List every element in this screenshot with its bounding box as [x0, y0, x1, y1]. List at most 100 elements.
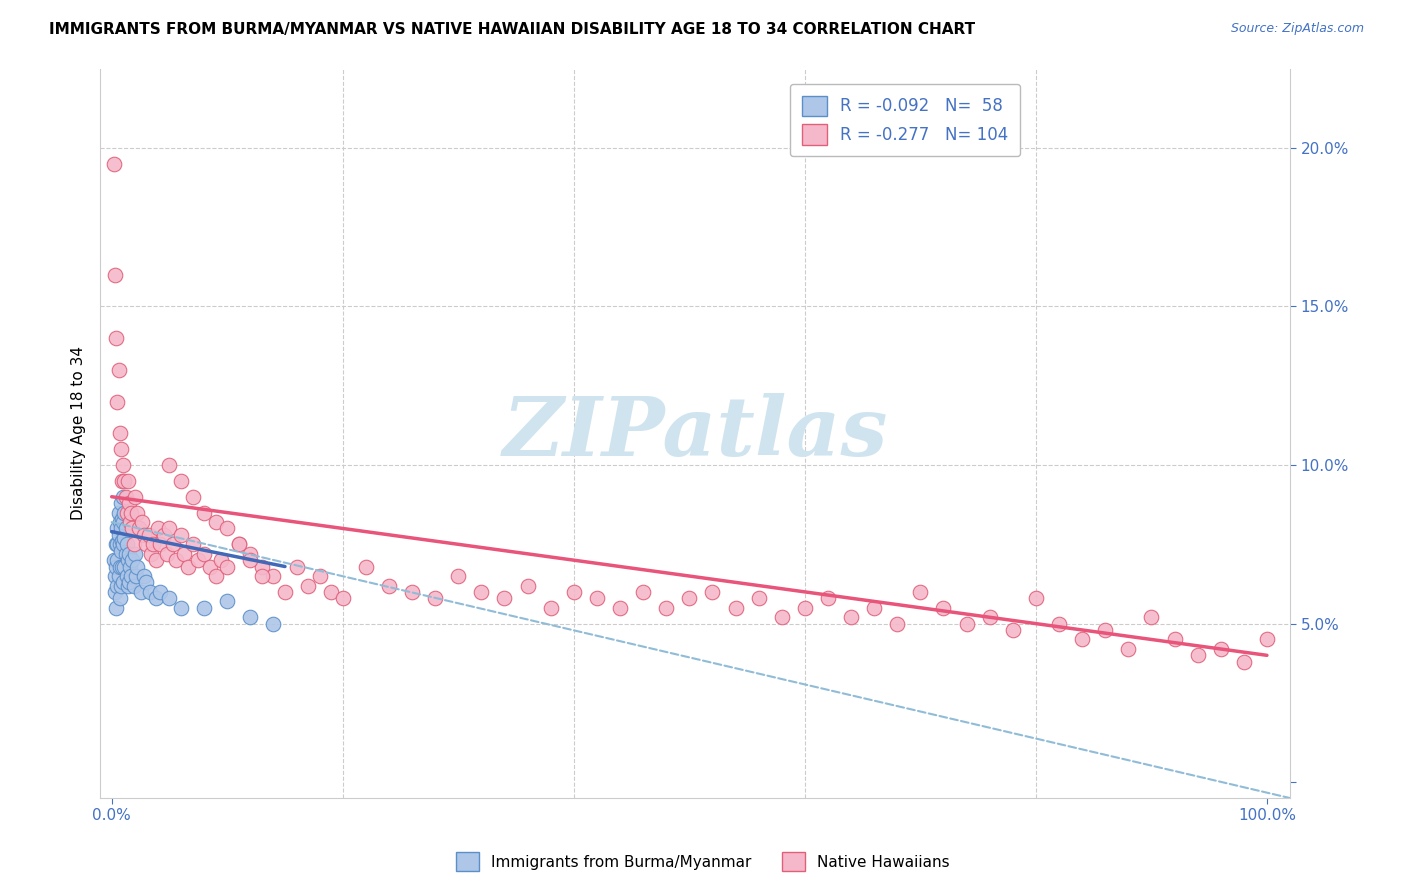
Point [770, 610, 793, 624]
Point [108, 426, 131, 441]
Point [146, 521, 169, 535]
Point [105, 559, 128, 574]
Text: IMMIGRANTS FROM BURMA/MYANMAR VS NATIVE HAWAIIAN DISABILITY AGE 18 TO 34 CORRELA: IMMIGRANTS FROM BURMA/MYANMAR VS NATIVE … [49, 22, 976, 37]
Point [516, 578, 538, 592]
Point [122, 537, 145, 551]
Point [170, 600, 193, 615]
Point [285, 559, 308, 574]
Point [112, 506, 135, 520]
Point [117, 553, 139, 567]
Point [111, 559, 134, 574]
Point [117, 578, 139, 592]
Point [447, 569, 470, 583]
Point [156, 547, 179, 561]
Point [115, 537, 138, 551]
Point [103, 553, 125, 567]
Point [107, 363, 129, 377]
Point [132, 569, 155, 583]
Point [910, 585, 932, 599]
Point [142, 537, 165, 551]
Point [112, 575, 135, 590]
Point [239, 610, 262, 624]
Point [107, 394, 129, 409]
Point [217, 594, 239, 608]
Text: Source: ZipAtlas.com: Source: ZipAtlas.com [1230, 22, 1364, 36]
Point [139, 547, 162, 561]
Point [120, 506, 142, 520]
Point [702, 585, 724, 599]
Point [105, 331, 128, 345]
Point [105, 537, 128, 551]
Point [1116, 642, 1139, 657]
Point [354, 559, 377, 574]
Point [118, 547, 141, 561]
Point [1071, 632, 1094, 647]
Point [110, 543, 132, 558]
Point [104, 585, 127, 599]
Point [159, 591, 181, 606]
Point [1256, 632, 1278, 647]
Point [562, 585, 585, 599]
Point [1187, 648, 1209, 663]
Point [159, 521, 181, 535]
Point [494, 591, 516, 606]
Point [177, 559, 200, 574]
Point [932, 600, 955, 615]
Text: ZIPatlas: ZIPatlas [502, 393, 887, 474]
Point [250, 569, 273, 583]
Point [1047, 616, 1070, 631]
Point [863, 600, 886, 615]
Point [105, 600, 128, 615]
Point [655, 600, 678, 615]
Point [748, 591, 770, 606]
Point [1233, 655, 1256, 669]
Point [108, 515, 131, 529]
Point [112, 474, 135, 488]
Point [138, 528, 160, 542]
Point [839, 610, 862, 624]
Point [401, 585, 423, 599]
Point [204, 515, 226, 529]
Point [114, 547, 136, 561]
Point [955, 616, 977, 631]
Point [128, 521, 150, 535]
Legend: R = -0.092   N=  58, R = -0.277   N= 104: R = -0.092 N= 58, R = -0.277 N= 104 [790, 84, 1019, 156]
Point [120, 569, 142, 583]
Point [1163, 632, 1185, 647]
Point [118, 575, 141, 590]
Point [1094, 623, 1116, 637]
Point [108, 559, 131, 574]
Point [107, 506, 129, 520]
Point [107, 553, 129, 567]
Point [170, 474, 193, 488]
Point [110, 442, 132, 457]
Point [131, 515, 153, 529]
Point [120, 559, 142, 574]
Point [250, 559, 273, 574]
Point [187, 553, 209, 567]
Point [149, 537, 172, 551]
Point [678, 591, 700, 606]
Point [274, 585, 297, 599]
Point [239, 547, 262, 561]
Point [110, 496, 132, 510]
Point [217, 521, 239, 535]
Point [209, 553, 232, 567]
Point [115, 506, 138, 520]
Point [217, 559, 239, 574]
Point [121, 521, 143, 535]
Point [125, 569, 148, 583]
Point [228, 537, 250, 551]
Point [112, 458, 135, 472]
Point [193, 506, 215, 520]
Point [111, 534, 134, 549]
Point [110, 578, 132, 592]
Point [103, 156, 125, 170]
Point [112, 537, 135, 551]
Point [724, 600, 747, 615]
Point [104, 569, 127, 583]
Point [122, 578, 145, 592]
Point [110, 521, 132, 535]
Point [1209, 642, 1232, 657]
Point [112, 531, 135, 545]
